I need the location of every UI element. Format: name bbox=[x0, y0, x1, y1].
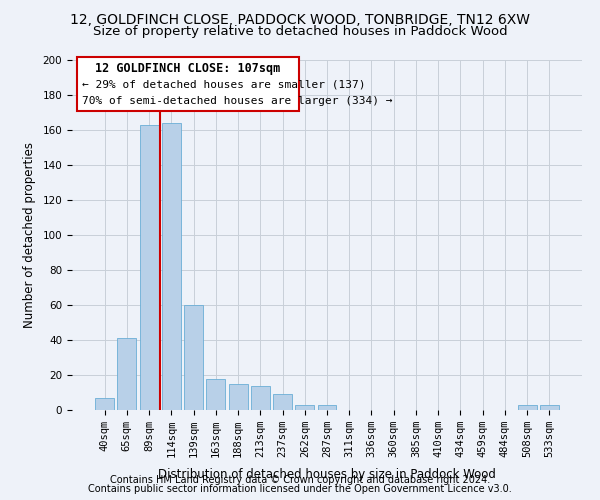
Text: Size of property relative to detached houses in Paddock Wood: Size of property relative to detached ho… bbox=[92, 25, 508, 38]
Bar bbox=[184, 305, 203, 410]
Text: 70% of semi-detached houses are larger (334) →: 70% of semi-detached houses are larger (… bbox=[82, 96, 392, 106]
Y-axis label: Number of detached properties: Number of detached properties bbox=[23, 142, 35, 328]
Bar bbox=[540, 405, 559, 410]
Text: 12, GOLDFINCH CLOSE, PADDOCK WOOD, TONBRIDGE, TN12 6XW: 12, GOLDFINCH CLOSE, PADDOCK WOOD, TONBR… bbox=[70, 12, 530, 26]
Bar bbox=[118, 338, 136, 410]
Bar bbox=[140, 125, 158, 410]
Text: Contains HM Land Registry data © Crown copyright and database right 2024.: Contains HM Land Registry data © Crown c… bbox=[110, 475, 490, 485]
Bar bbox=[518, 405, 536, 410]
Bar bbox=[295, 405, 314, 410]
Bar bbox=[206, 378, 225, 410]
Bar bbox=[95, 398, 114, 410]
Text: ← 29% of detached houses are smaller (137): ← 29% of detached houses are smaller (13… bbox=[82, 80, 366, 90]
Bar bbox=[229, 384, 248, 410]
FancyBboxPatch shape bbox=[77, 56, 299, 111]
Text: Contains public sector information licensed under the Open Government Licence v3: Contains public sector information licen… bbox=[88, 484, 512, 494]
X-axis label: Distribution of detached houses by size in Paddock Wood: Distribution of detached houses by size … bbox=[158, 468, 496, 481]
Bar bbox=[317, 405, 337, 410]
Bar bbox=[251, 386, 270, 410]
Text: 12 GOLDFINCH CLOSE: 107sqm: 12 GOLDFINCH CLOSE: 107sqm bbox=[95, 62, 281, 75]
Bar bbox=[162, 123, 181, 410]
Bar bbox=[273, 394, 292, 410]
